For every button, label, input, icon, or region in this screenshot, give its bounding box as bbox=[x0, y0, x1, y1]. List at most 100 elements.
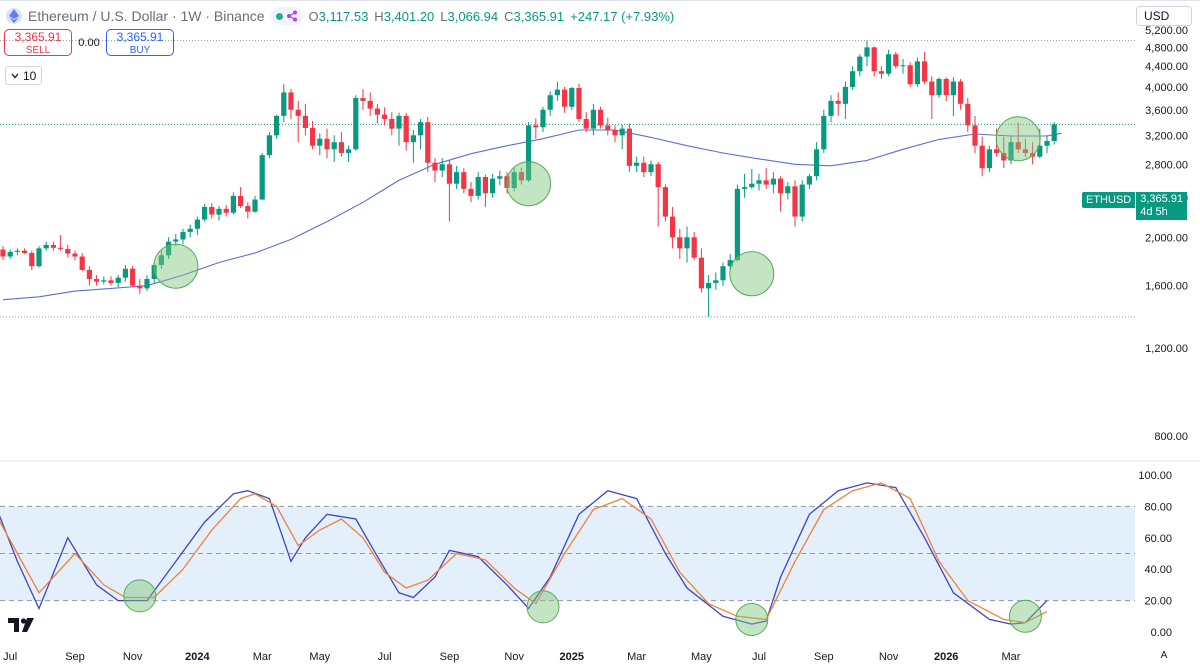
candle bbox=[274, 114, 280, 139]
highlight-circle-price bbox=[729, 251, 775, 297]
indicator-count: 10 bbox=[23, 68, 37, 83]
candle bbox=[814, 142, 820, 181]
candle bbox=[641, 156, 647, 178]
candle bbox=[346, 145, 352, 162]
candle bbox=[166, 237, 172, 259]
session-pill[interactable] bbox=[270, 7, 303, 25]
candle-body bbox=[972, 125, 978, 146]
candle-body bbox=[1001, 152, 1007, 161]
candle bbox=[266, 131, 272, 159]
sell-button[interactable]: 3,365.91 SELL bbox=[4, 29, 72, 56]
oscillator-axis[interactable]: 0.00 20.00 40.00 60.00 80.00 100.00 bbox=[1138, 470, 1172, 639]
candle bbox=[569, 86, 575, 110]
price-tick-label: 3,200.00 bbox=[1145, 130, 1188, 142]
candle bbox=[878, 66, 884, 79]
candle-body bbox=[727, 260, 733, 267]
price-axis[interactable]: 800.001,200.001,600.002,000.002,400.002,… bbox=[1145, 25, 1188, 443]
price-tag-price: 3,365.91 bbox=[1140, 193, 1184, 205]
candle bbox=[785, 182, 791, 200]
price-tick-label: 2,000.00 bbox=[1145, 232, 1188, 244]
candle-body bbox=[814, 149, 820, 177]
price-tick-label: 4,000.00 bbox=[1145, 82, 1188, 94]
candle-body bbox=[907, 65, 913, 85]
candle-body bbox=[194, 219, 200, 229]
candle bbox=[468, 182, 474, 203]
price-tick-label: 4,400.00 bbox=[1145, 61, 1188, 73]
candle-body bbox=[461, 172, 467, 189]
candle-body bbox=[230, 195, 236, 213]
tradingview-logo[interactable] bbox=[8, 618, 36, 637]
candle bbox=[936, 77, 942, 99]
candle bbox=[338, 131, 344, 157]
candle bbox=[475, 172, 481, 200]
highlight-circle-price bbox=[506, 161, 552, 207]
spread-value: 0.00 bbox=[78, 36, 100, 49]
candle-body bbox=[497, 176, 503, 179]
candle bbox=[576, 83, 582, 123]
candle bbox=[727, 254, 733, 270]
candle-body bbox=[713, 280, 719, 283]
candle bbox=[763, 168, 769, 189]
stoch-rsi-pane bbox=[0, 482, 1135, 636]
candle bbox=[922, 51, 928, 85]
indicators-toggle[interactable]: 10 bbox=[5, 66, 43, 85]
candle bbox=[115, 275, 121, 288]
ohlc-readout: O3,117.53 H3,401.20 L3,066.94 C3,365.91 … bbox=[309, 9, 675, 24]
candle bbox=[806, 173, 812, 189]
open-label: O bbox=[308, 8, 319, 24]
candle-body bbox=[0, 249, 6, 257]
candle-body bbox=[1008, 142, 1014, 161]
candle-body bbox=[619, 128, 625, 136]
candle-body bbox=[439, 164, 445, 171]
candle bbox=[360, 89, 366, 110]
candle bbox=[259, 152, 265, 201]
open-value: 3,117.53 bbox=[318, 8, 369, 24]
candle-body bbox=[763, 180, 769, 185]
candle bbox=[288, 89, 294, 119]
candle bbox=[1051, 122, 1057, 145]
price-tick-label: 4,800.00 bbox=[1145, 42, 1188, 54]
candle-body bbox=[734, 188, 740, 261]
candle bbox=[194, 216, 200, 236]
candle-body bbox=[22, 250, 28, 253]
candle-body bbox=[979, 145, 985, 169]
time-axis[interactable]: May Jul Sep Nov 2024 Mar May Jul Sep Nov 2025 Mar Ma… bbox=[0, 651, 1021, 663]
time-tick-label: Mar bbox=[253, 651, 272, 663]
candle bbox=[972, 115, 978, 153]
candle bbox=[1015, 122, 1021, 153]
candle bbox=[871, 46, 877, 77]
candle bbox=[648, 160, 654, 177]
sell-label: SELL bbox=[25, 45, 51, 56]
candle bbox=[209, 203, 215, 219]
oscillator-tick-label: 100.00 bbox=[1138, 470, 1172, 482]
candle bbox=[605, 117, 611, 136]
candle-body bbox=[245, 205, 251, 212]
candle-body bbox=[770, 178, 776, 185]
candle bbox=[662, 184, 668, 222]
candle-body bbox=[281, 92, 287, 116]
candle bbox=[245, 202, 251, 219]
price-tag-symbol: ETHUSD bbox=[1082, 192, 1136, 208]
time-tick-label: May bbox=[691, 651, 712, 663]
candle bbox=[619, 124, 625, 150]
currency-select[interactable]: USD bbox=[1136, 6, 1192, 26]
candle-body bbox=[72, 253, 78, 257]
time-tick-label: 2024 bbox=[185, 651, 210, 663]
candle bbox=[158, 250, 164, 269]
symbol-title[interactable]: Ethereum / U.S. Dollar · 1W · Binance bbox=[28, 8, 265, 24]
candle-body bbox=[648, 164, 654, 173]
price-pane-gridlines bbox=[0, 0, 1200, 462]
currency-value: USD bbox=[1144, 9, 1170, 23]
candle-body bbox=[626, 128, 632, 166]
auto-scale-button[interactable]: A bbox=[1160, 650, 1168, 661]
candle bbox=[497, 170, 503, 186]
candle-body bbox=[115, 277, 121, 283]
buy-button[interactable]: 3,365.91 BUY bbox=[106, 29, 174, 56]
candle bbox=[677, 228, 683, 259]
candle bbox=[50, 241, 56, 251]
candle bbox=[742, 173, 748, 198]
candle-body bbox=[374, 108, 380, 115]
candle bbox=[929, 76, 935, 119]
price-tag-box: 3,365.91 4d 5h bbox=[1136, 192, 1188, 220]
